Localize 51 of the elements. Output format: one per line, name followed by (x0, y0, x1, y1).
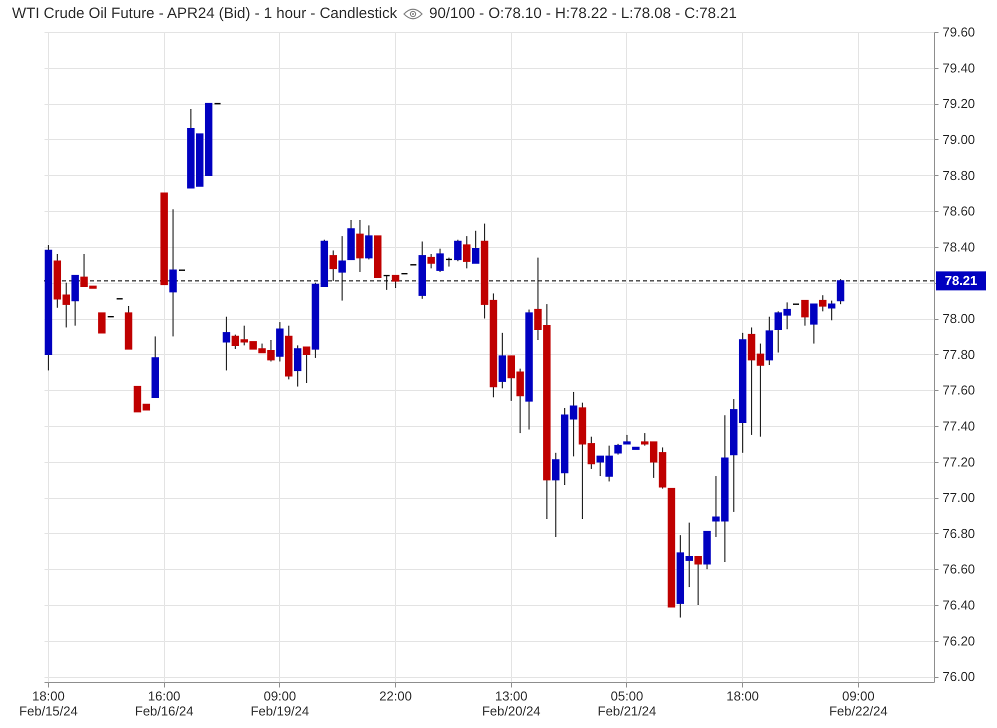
candlestick (472, 230, 480, 264)
y-tick-label: 78.60 (942, 204, 976, 219)
ref-line-label: 78.21 (944, 272, 978, 288)
y-tick-label: 79.20 (942, 96, 976, 112)
text: 90/100 - O:78.10 - H:78.22 - L:78.08 - C:78.21 (429, 5, 737, 22)
candlestick (98, 312, 106, 334)
y-tick-label: 78.80 (942, 168, 976, 183)
y-tick-label: 78.00 (942, 311, 976, 326)
candlestick (454, 239, 462, 262)
candlestick (338, 236, 346, 302)
candlestick (436, 248, 444, 273)
x-tick-label: 13:00 Feb/20/24 (482, 688, 541, 718)
candlestick (392, 274, 400, 289)
x-tick-label: 09:00 Feb/19/24 (250, 688, 310, 718)
candlestick (801, 300, 809, 326)
y-tick-label: 76.80 (942, 526, 976, 541)
candlestick (836, 278, 844, 305)
x-tick-label: 05:00 Feb/21/24 (598, 688, 656, 718)
candlestick (330, 250, 337, 282)
y-tick-label: 76.60 (942, 562, 976, 577)
y-tick-label: 79.00 (942, 132, 976, 147)
x-tick-label: 18:00 Feb/15/24 (19, 688, 78, 718)
candlestick (356, 219, 364, 273)
y-tick-label: 76.40 (942, 598, 976, 613)
y-tick-label: 77.20 (942, 454, 976, 470)
x-tick-label: 22:00 (379, 688, 412, 704)
candlestick (302, 346, 310, 384)
candlestick (463, 236, 470, 269)
x-tick-label: 09:00 Feb/22/24 (829, 688, 888, 718)
candlestick (169, 208, 177, 338)
y-tick-label: 77.60 (942, 382, 976, 398)
x-tick-label: 16:00 Feb/16/24 (134, 688, 194, 718)
candlestick (819, 294, 826, 312)
x-tick-label: 18:00 (726, 688, 759, 704)
y-tick-label: 77.40 (942, 418, 976, 434)
y-tick-label: 76.20 (942, 633, 976, 648)
candlestick (427, 253, 435, 269)
candlestick (222, 316, 230, 372)
candlestick (294, 344, 302, 388)
y-tick-label: 77.00 (942, 490, 976, 506)
chart-title: WTI Crude Oil Future - APR24 (Bid) - 1 hour - Candlestick (12, 5, 398, 22)
y-tick-label: 79.60 (942, 24, 976, 40)
candlestick (694, 556, 702, 606)
candlestick (810, 303, 818, 344)
y-tick-label: 79.40 (942, 60, 976, 76)
y-tick-label: 78.40 (942, 239, 976, 254)
candlestick (365, 224, 373, 260)
candlestick (614, 443, 622, 456)
y-tick-label: 77.80 (942, 346, 976, 362)
candlestick (828, 300, 836, 321)
y-tick-label: 76.00 (942, 669, 976, 684)
